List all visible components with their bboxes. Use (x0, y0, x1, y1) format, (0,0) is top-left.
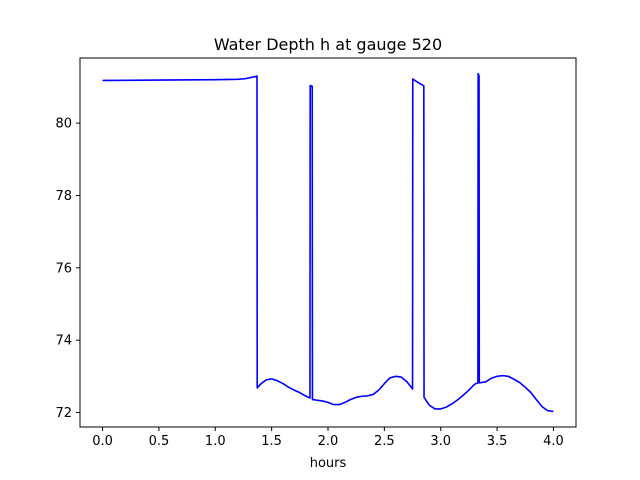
y-axis: 72 74 76 78 80 (55, 117, 80, 421)
y-tick-label: 80 (55, 117, 72, 132)
x-tick-label: 2.5 (374, 434, 395, 449)
y-tick-label: 74 (55, 334, 72, 349)
x-tick-label: 0.5 (149, 434, 170, 449)
x-tick-label: 0.0 (92, 434, 113, 449)
series-line-0 (102, 72, 554, 413)
series-layer (102, 72, 554, 413)
plot-area (79, 57, 577, 428)
x-tick-label: 3.0 (430, 434, 451, 449)
x-tick-label: 4.0 (543, 434, 564, 449)
axes-frame (79, 57, 577, 428)
chart-title: Water Depth h at gauge 520 (214, 35, 442, 54)
x-tick-label: 1.5 (261, 434, 282, 449)
x-axis-label: hours (310, 456, 347, 471)
y-tick-label: 72 (55, 406, 72, 421)
y-tick-label: 78 (55, 189, 72, 204)
x-tick-label: 3.5 (487, 434, 508, 449)
x-tick-label: 2.0 (318, 434, 339, 449)
y-tick-label: 76 (55, 261, 72, 276)
x-axis: 0.0 0.5 1.0 1.5 2.0 2.5 3.0 3.5 4.0 (92, 427, 564, 449)
x-tick-label: 1.0 (205, 434, 226, 449)
